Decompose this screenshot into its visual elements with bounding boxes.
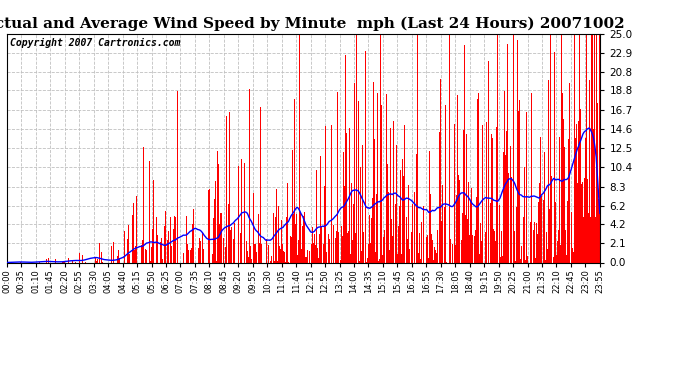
Text: Copyright 2007 Cartronics.com: Copyright 2007 Cartronics.com [10,38,180,48]
Title: Actual and Average Wind Speed by Minute  mph (Last 24 Hours) 20071002: Actual and Average Wind Speed by Minute … [0,17,624,31]
